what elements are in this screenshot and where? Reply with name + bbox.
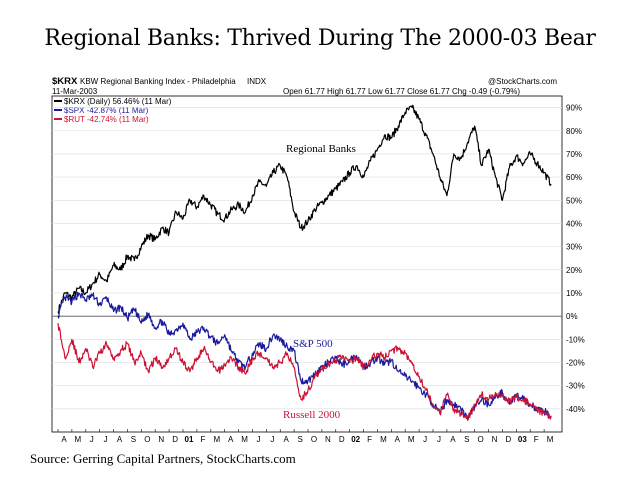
- x-tick-label: O: [311, 435, 317, 444]
- x-tick-label: O: [478, 435, 484, 444]
- x-tick-label: N: [492, 435, 498, 444]
- x-tick-label: A: [450, 435, 456, 444]
- x-tick-label: N: [325, 435, 331, 444]
- grid: [52, 107, 562, 410]
- chart-description: KBW Regional Banking Index - Philadelphi…: [80, 77, 236, 86]
- x-tick-label: A: [284, 435, 290, 444]
- y-tick-label: 20%: [566, 266, 582, 275]
- y-tick-label: -30%: [566, 382, 585, 391]
- y-tick-label: 0%: [566, 312, 578, 321]
- chart-exchange: INDX: [247, 77, 267, 86]
- watermark: @StockCharts.com: [488, 77, 557, 86]
- x-tick-label: A: [61, 435, 67, 444]
- x-tick-label: J: [270, 435, 274, 444]
- series-line-krx: [57, 104, 552, 314]
- chart-date: 11-Mar-2003: [52, 87, 98, 96]
- x-tick-label: J: [437, 435, 441, 444]
- y-tick-label: 90%: [566, 104, 582, 113]
- x-tick-label: A: [228, 435, 234, 444]
- x-tick-label: J: [104, 435, 108, 444]
- x-tick-label: M: [547, 435, 554, 444]
- x-tick-label: 01: [185, 435, 194, 444]
- y-tick-label: 50%: [566, 196, 582, 205]
- x-tick-label: M: [213, 435, 220, 444]
- x-tick-label: D: [506, 435, 512, 444]
- x-tick-label: M: [380, 435, 387, 444]
- x-tick-label: S: [297, 435, 302, 444]
- y-axis: 90% 80% 70% 60% 50% 40% 30% 20% 10% 0% -10% -20% -30…: [566, 104, 585, 414]
- source-note: Source: Gerring Capital Partners, StockC…: [30, 451, 296, 466]
- x-tick-label: F: [367, 435, 372, 444]
- series-line-rut: [57, 323, 552, 421]
- x-tick-label: D: [172, 435, 178, 444]
- x-tick-label: O: [144, 435, 150, 444]
- x-tick-label: S: [464, 435, 469, 444]
- x-tick-label: A: [117, 435, 123, 444]
- plot-frame: [51, 95, 563, 433]
- page-title: Regional Banks: Thrived During The 2000-…: [44, 26, 596, 51]
- y-tick-label: 10%: [566, 289, 582, 298]
- y-tick-label: -20%: [566, 358, 585, 367]
- annotation-regional-banks: Regional Banks: [286, 143, 356, 155]
- x-tick-label: F: [534, 435, 539, 444]
- y-tick-label: -10%: [566, 335, 585, 344]
- annotation-sp500: S&P 500: [293, 338, 333, 350]
- x-tick-label: J: [90, 435, 94, 444]
- x-tick-label: J: [423, 435, 427, 444]
- x-tick-label: N: [158, 435, 164, 444]
- y-tick-label: 40%: [566, 219, 582, 228]
- x-tick-label: M: [408, 435, 415, 444]
- y-tick-label: 30%: [566, 243, 582, 252]
- series-group: [57, 104, 552, 421]
- x-axis: A M J J A S O N D 01 F M A M J J A S O N D 02 F M A M J J A S O N D 03 F M: [57, 429, 554, 444]
- y-tick-label: -40%: [566, 405, 585, 414]
- x-tick-label: A: [395, 435, 401, 444]
- legend-rut: $RUT -42.74% (11 Mar): [64, 115, 149, 124]
- x-tick-label: M: [75, 435, 82, 444]
- x-tick-label: M: [241, 435, 248, 444]
- x-tick-label: J: [256, 435, 260, 444]
- y-tick-label: 80%: [566, 127, 582, 136]
- y-tick-label: 70%: [566, 150, 582, 159]
- y-tick-label: 60%: [566, 173, 582, 182]
- x-tick-label: S: [131, 435, 136, 444]
- annotation-russell-2000: Russell 2000: [283, 409, 341, 421]
- x-tick-label: D: [339, 435, 345, 444]
- legend-spx: $SPX -42.87% (11 Mar): [64, 106, 149, 115]
- chart-ohlc: Open 61.77 High 61.77 Low 61.77 Close 61…: [283, 87, 520, 96]
- legend-krx: $KRX (Daily) 56.46% (11 Mar): [64, 97, 172, 106]
- x-tick-label: F: [200, 435, 205, 444]
- x-tick-label: 03: [518, 435, 527, 444]
- x-tick-label: 02: [351, 435, 360, 444]
- chart-symbol: $KRX: [52, 76, 78, 87]
